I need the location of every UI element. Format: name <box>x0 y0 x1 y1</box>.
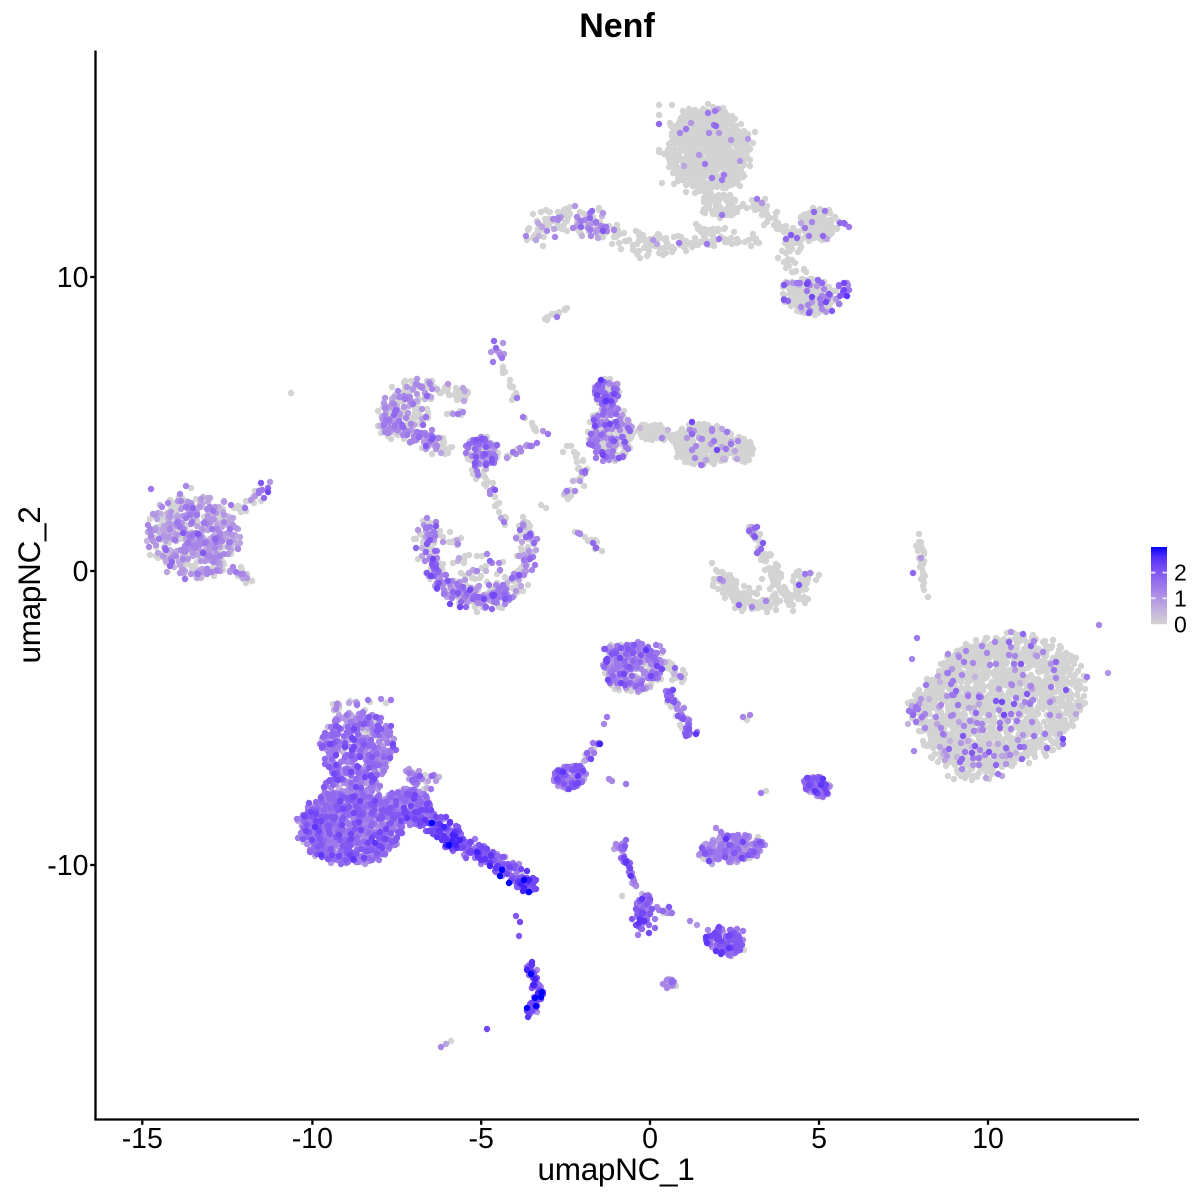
svg-text:Nenf: Nenf <box>579 7 655 45</box>
svg-text:0: 0 <box>1174 612 1187 638</box>
svg-text:0: 0 <box>73 556 89 588</box>
svg-text:10: 10 <box>57 262 89 294</box>
svg-text:-15: -15 <box>122 1123 163 1155</box>
svg-text:-5: -5 <box>469 1123 494 1155</box>
svg-text:1: 1 <box>1174 585 1187 611</box>
svg-text:5: 5 <box>811 1123 827 1155</box>
svg-text:-10: -10 <box>292 1123 333 1155</box>
svg-text:10: 10 <box>972 1123 1004 1155</box>
svg-text:2: 2 <box>1174 560 1187 586</box>
svg-text:-10: -10 <box>47 850 88 882</box>
svg-text:umapNC_2: umapNC_2 <box>11 507 47 664</box>
svg-text:umapNC_1: umapNC_1 <box>538 1151 695 1187</box>
svg-text:0: 0 <box>642 1123 658 1155</box>
